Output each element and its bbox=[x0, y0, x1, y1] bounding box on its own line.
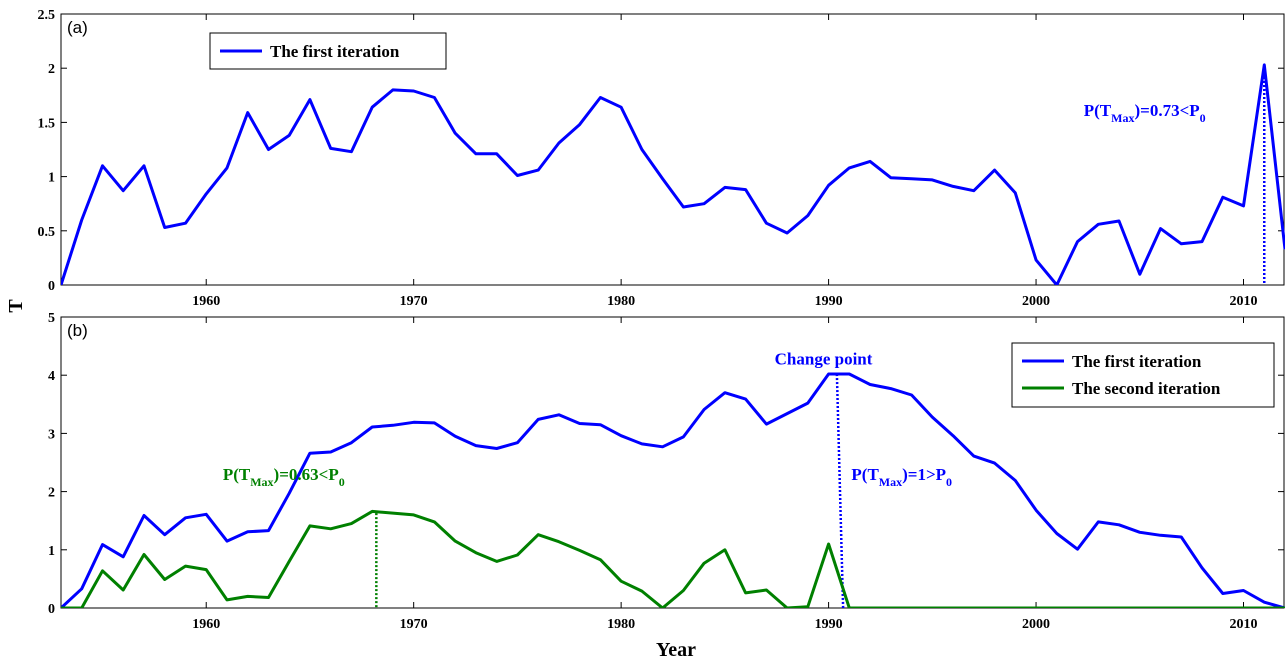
series-line-2 bbox=[61, 509, 1285, 608]
annotation: P(TMax)=0.63<P0 bbox=[223, 465, 345, 489]
y-tick-label: 2 bbox=[48, 62, 55, 77]
panel-b: 0 1 2 3 4 5 1960 1970 1980 1990 2000 2010 (b) Change … bbox=[48, 311, 1285, 632]
legend: The first iteration The second iteration bbox=[1011, 342, 1275, 408]
panel-a: 0 0.5 1 1.5 2 2.5 1960 1970 1980 1990 2000 2010 (a) P… bbox=[38, 8, 1285, 309]
x-tick-label: 1980 bbox=[607, 294, 635, 309]
x-tick-label: 2000 bbox=[1022, 294, 1050, 309]
panel-label: (b) bbox=[67, 321, 88, 340]
y-tick-label: 0 bbox=[48, 602, 55, 617]
y-tick-label: 5 bbox=[48, 311, 55, 326]
x-tick-label: 2000 bbox=[1022, 617, 1050, 632]
x-tick-label: 1990 bbox=[815, 294, 843, 309]
series-line-1 bbox=[61, 372, 1285, 608]
y-tick-label: 1.5 bbox=[38, 116, 56, 131]
panel-label: (a) bbox=[67, 18, 88, 37]
legend: The first iteration bbox=[209, 32, 447, 70]
annotation: P(TMax)=1>P0 bbox=[851, 465, 952, 489]
y-tick-label: 1 bbox=[48, 544, 55, 559]
x-tick-label: 1960 bbox=[192, 294, 220, 309]
plot-area-frame bbox=[60, 316, 1285, 609]
legend-entry-label: The second iteration bbox=[1072, 379, 1221, 398]
series-line-1 bbox=[61, 63, 1285, 285]
annotation: P(TMax)=0.73<P0 bbox=[1084, 101, 1206, 125]
x-tick-label: 1970 bbox=[400, 294, 428, 309]
y-tick-label: 2 bbox=[48, 486, 55, 501]
x-tick-label: 1970 bbox=[400, 617, 428, 632]
y-tick-label: 0.5 bbox=[38, 225, 56, 240]
x-tick-label: 1960 bbox=[192, 617, 220, 632]
x-tick-label: 1990 bbox=[815, 617, 843, 632]
legend-entry-label: The first iteration bbox=[1072, 352, 1202, 371]
x-tick-label: 2010 bbox=[1230, 617, 1258, 632]
y-tick-label: 4 bbox=[48, 369, 55, 384]
y-tick-label: 2.5 bbox=[38, 8, 56, 23]
y-axis-label: T bbox=[5, 299, 27, 313]
tmax-marker-line bbox=[835, 374, 845, 608]
annotation: Change point bbox=[775, 350, 873, 369]
x-axis-label: Year bbox=[656, 639, 696, 661]
y-tick-label: 1 bbox=[48, 171, 55, 186]
x-tick-label: 2010 bbox=[1230, 294, 1258, 309]
x-tick-label: 1980 bbox=[607, 617, 635, 632]
y-tick-label: 0 bbox=[48, 279, 55, 294]
y-tick-label: 3 bbox=[48, 427, 55, 442]
plot-area-frame bbox=[60, 13, 1285, 286]
legend-entry-label: The first iteration bbox=[270, 42, 400, 61]
